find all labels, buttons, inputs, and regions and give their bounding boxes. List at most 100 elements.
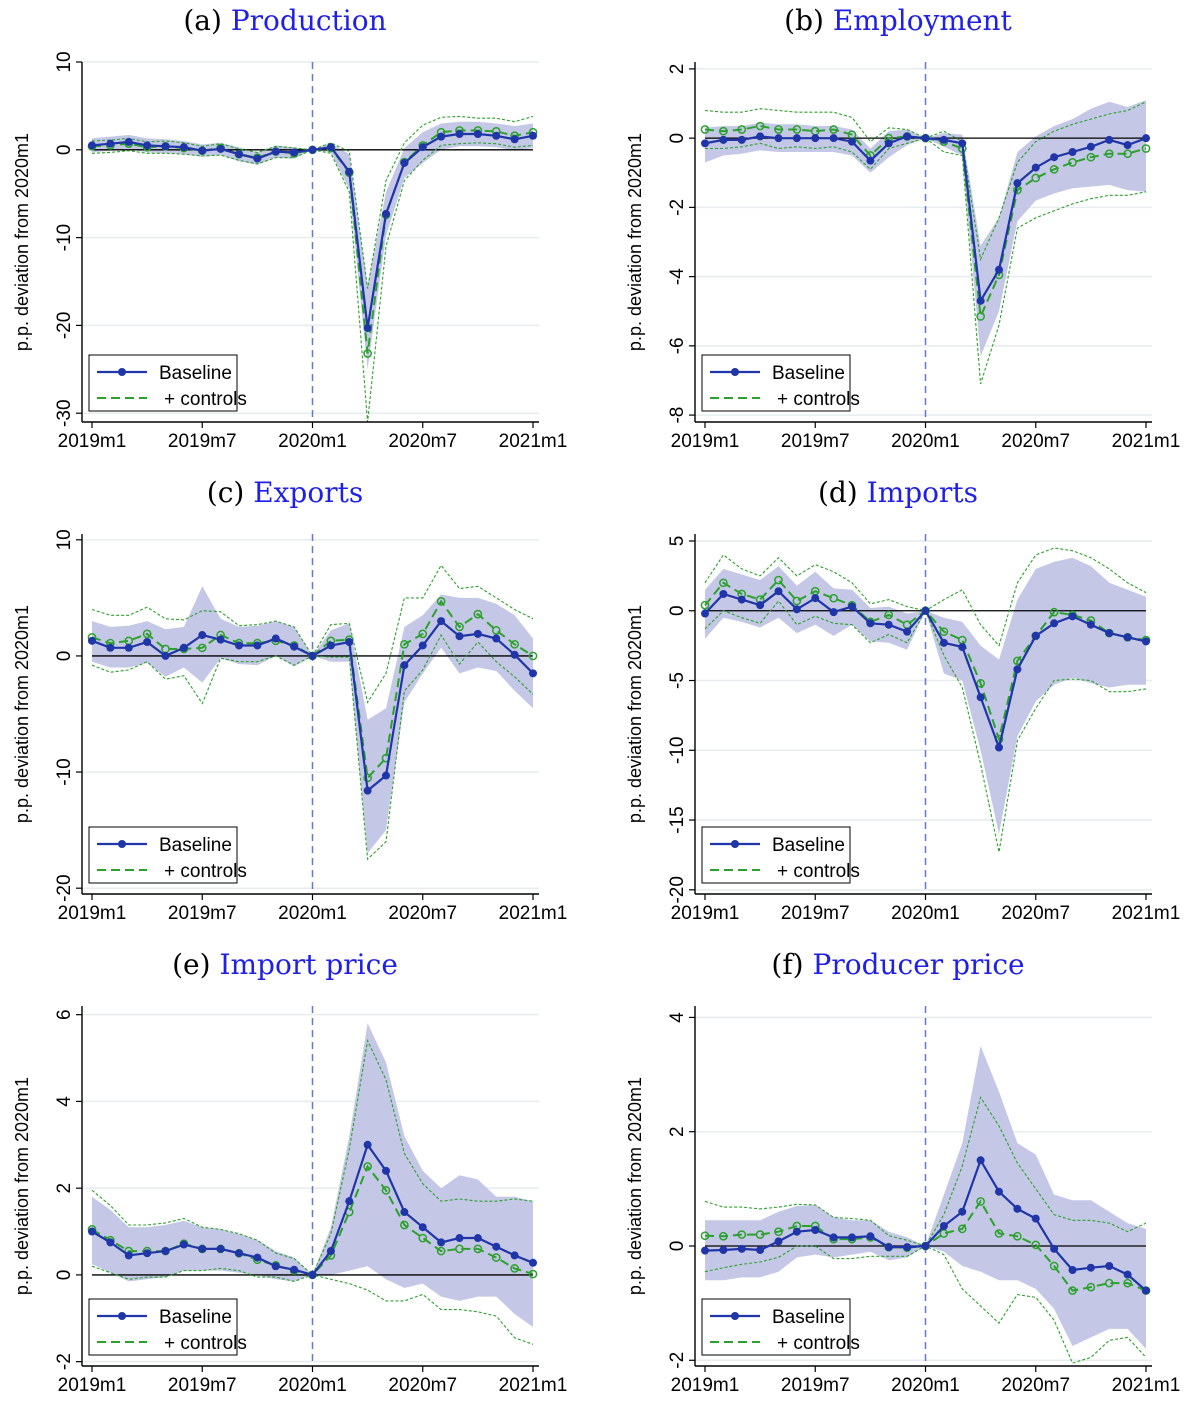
controls-point [1068,1286,1077,1295]
baseline-point [326,1247,335,1256]
controls-point [142,629,152,639]
panel-title: (e) Import price [0,948,570,981]
baseline-point [1013,665,1022,674]
baseline-point [271,634,280,643]
controls-point [755,121,765,131]
y-tick-label: -10 [667,737,688,764]
controls-upper-ci [91,1038,534,1276]
baseline-point [308,145,317,154]
baseline-point [1105,135,1114,144]
y-tick-label: -2 [54,1353,75,1370]
controls-point [491,1253,501,1262]
panel-production: 10 0 -10 -20 -30 2019m1 2019m7 2020m1 2020m7 2021… [0,0,596,465]
baseline-point [1050,153,1059,162]
controls-point [957,1224,967,1234]
y-tick-label: -5 [667,672,688,689]
y-tick-label: 0 [54,1270,75,1281]
baseline-point [418,641,427,650]
baseline-point [326,143,335,152]
controls-point [400,1220,409,1230]
baseline-point [290,1265,299,1274]
baseline-point [345,638,354,646]
y-tick-label: -20 [54,312,75,339]
baseline-point [492,634,501,643]
legend-box [88,354,238,412]
baseline-point [1050,619,1059,628]
x-tick-label: 2020m1 [891,903,960,924]
baseline-point [161,142,170,151]
x-tick-label: 2021m1 [1112,903,1181,924]
panel-producer-price: 4 2 0 -2 2019m1 2019m7 2020m1 2020m7 2021m1 p.p. … [613,944,1192,1409]
baseline-point [88,1227,96,1236]
baseline-point [529,1258,537,1267]
baseline-point [995,743,1003,752]
y-tick-label: 10 [54,51,75,72]
legend-controls-label: + controls [164,389,247,410]
baseline-point [106,643,115,652]
controls-point [976,312,985,321]
controls-point [1104,1278,1114,1288]
baseline-point [903,1243,912,1252]
panel-title-text: Exports [253,476,364,509]
baseline-point [1013,1204,1022,1213]
baseline-point [866,156,875,165]
baseline-point [1123,633,1132,642]
y-tick-label: -10 [54,758,75,785]
x-tick-label: 2019m7 [168,1375,237,1396]
controls-point [774,125,783,134]
baseline-point [143,638,152,646]
x-tick-label: 2020m7 [388,1375,457,1396]
controls-point [755,1230,765,1239]
x-tick-label: 2020m7 [1001,1375,1070,1396]
baseline-point [976,296,985,305]
chart-svg: 10 0 -10 -20 -30 2019m1 2019m7 2020m1 2020m7 2021… [12,51,567,452]
baseline-point [290,148,299,157]
baseline-point [737,595,746,604]
baseline-point [216,635,225,644]
baseline-point [106,1238,115,1247]
baseline-point [235,1249,243,1258]
controls-point [381,1185,391,1195]
baseline-point [455,632,464,641]
baseline-point [492,131,501,140]
panel-import-price: 6 4 2 0 -2 2019m1 2019m7 2020m1 2020m7 2021m1 p.p.… [0,944,596,1409]
baseline-point [995,265,1003,274]
baseline-point [737,135,746,144]
confidence-band [705,557,1146,834]
controls-point [774,1227,783,1237]
baseline-point [161,651,170,660]
panel-label: (f) [771,948,804,981]
baseline-point [1086,142,1095,151]
baseline-point [829,1233,838,1242]
x-tick-label: 2020m1 [891,431,960,452]
panel-employment: 2 0 -2 -4 -6 -8 2019m1 2019m7 2020m1 2020m7 2021m1… [613,0,1192,465]
legend-baseline-label: Baseline [772,363,845,384]
baseline-point [1123,1270,1132,1279]
baseline-point [701,1246,709,1255]
controls-point [528,1269,538,1279]
baseline-point [235,641,243,650]
controls-point [976,1197,985,1206]
baseline-point [179,143,188,152]
y-tick-label: -20 [54,874,75,901]
panel-imports: 5 0 -5 -10 -15 -20 2019m1 2019m7 2020m1 2020m7 202… [613,472,1192,937]
controls-point [976,678,985,688]
controls-point [418,629,428,639]
panel-title: (d) Imports [613,476,1183,509]
baseline-point [1050,1244,1059,1253]
controls-point [884,610,894,620]
baseline-point [418,143,427,152]
panel-label: (b) [784,4,824,37]
y-axis-label: p.p. deviation from 2020m1 [625,605,645,823]
baseline-point [124,1251,133,1260]
x-tick-label: 2020m7 [1001,903,1070,924]
x-tick-label: 2019m1 [671,903,740,924]
legend-box [701,826,851,884]
controls-point [473,609,483,619]
legend-baseline-label: Baseline [772,1307,845,1328]
controls-point [363,773,372,783]
baseline-point [510,135,519,144]
panel-label: (a) [183,4,222,37]
baseline-point [437,617,446,626]
baseline-point [866,619,875,628]
